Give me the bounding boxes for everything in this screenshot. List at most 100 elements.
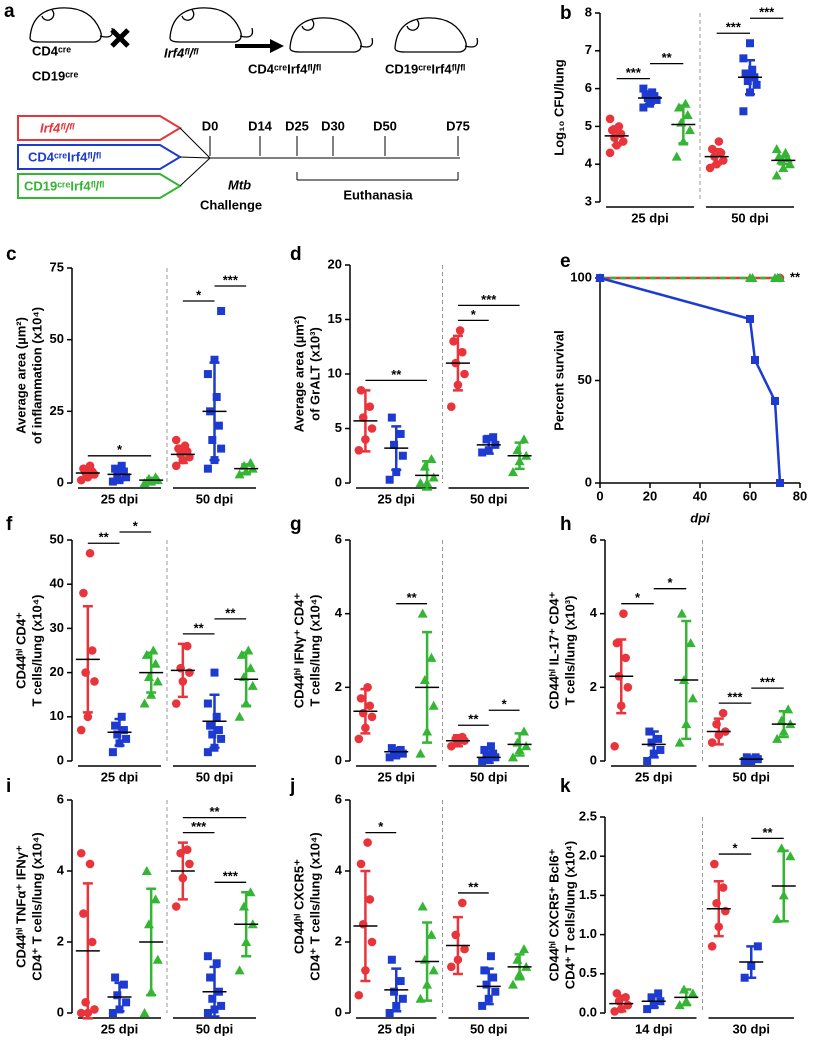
y-tick-label: 10: [328, 365, 342, 380]
significance-label: ***: [759, 5, 775, 20]
y-axis-label: CD44ʰⁱ CXCR5⁺: [291, 859, 306, 954]
point: [684, 125, 695, 135]
x-tick-label: 50 dpi: [196, 491, 234, 506]
y-tick-label: 10: [50, 708, 64, 723]
y-tick-label: 0: [57, 752, 64, 767]
x-tick-label: 50 dpi: [196, 1021, 234, 1036]
point: [203, 699, 212, 708]
point: [685, 638, 696, 648]
point: [76, 725, 86, 735]
y-axis-label: T cells/lung (x10³): [562, 596, 577, 706]
point: [143, 919, 154, 929]
y-axis-label: CD44ʰⁱ IFNγ⁺ CD4⁺: [291, 593, 306, 709]
point: [771, 144, 782, 154]
point: [117, 712, 126, 721]
point: [674, 737, 685, 747]
point: [780, 147, 791, 157]
y-tick-label: 50: [50, 331, 64, 346]
point: [417, 901, 428, 911]
point: [139, 1008, 150, 1017]
point: [208, 994, 217, 1003]
significance-label: **: [99, 530, 110, 545]
point: [398, 994, 407, 1003]
y-tick-label: 2: [335, 933, 342, 948]
point: [171, 699, 181, 708]
point: [141, 866, 152, 875]
x-tick-label: 25 dpi: [377, 1021, 415, 1036]
point: [596, 274, 604, 282]
significance-label: **: [468, 712, 479, 727]
y-tick-label: 0: [57, 474, 64, 489]
point: [415, 478, 426, 487]
y-tick-label: 4: [57, 862, 65, 877]
significance-label: **: [407, 590, 418, 605]
point: [647, 738, 656, 747]
y-tick-label: 1.0: [579, 926, 597, 941]
point: [85, 859, 95, 869]
point: [90, 677, 99, 686]
point: [619, 609, 628, 618]
significance-label: **: [468, 879, 479, 894]
significance-label: ***: [481, 292, 497, 307]
mouse-icons: [29, 7, 479, 53]
significance-label: ***: [191, 819, 207, 834]
point: [152, 676, 163, 686]
x-tick-label: 40: [693, 488, 707, 503]
point: [482, 980, 491, 989]
y-tick-label: 6: [57, 791, 64, 806]
point: [108, 477, 117, 486]
point: [739, 107, 748, 116]
point: [676, 608, 687, 618]
point: [507, 752, 518, 762]
y-tick-label: 3: [585, 193, 592, 208]
y-axis-label: of GrALT (x10³): [307, 327, 322, 421]
point: [623, 683, 633, 692]
significance-label: *: [378, 819, 384, 834]
point: [612, 638, 622, 648]
point: [776, 715, 787, 725]
point: [214, 726, 223, 735]
parent-label: CD19ᶜʳᵉ: [32, 68, 78, 83]
point: [718, 156, 728, 165]
point: [108, 1009, 117, 1017]
point: [171, 902, 181, 911]
point: [206, 721, 215, 730]
significance-label: **: [662, 50, 673, 65]
point: [682, 110, 693, 120]
point: [245, 663, 256, 673]
point: [210, 355, 219, 364]
x-tick-label: 50 dpi: [470, 769, 508, 784]
point: [141, 649, 152, 659]
point: [85, 548, 95, 558]
point: [203, 1009, 212, 1017]
y-axis-label: CD4⁺ T cells/lung (x10⁴): [29, 832, 44, 980]
point: [208, 730, 217, 739]
y-tick-label: 8: [585, 4, 592, 19]
point: [455, 326, 465, 335]
panel-label: j: [289, 776, 295, 797]
point: [716, 148, 726, 158]
point: [385, 1009, 394, 1017]
point: [486, 742, 495, 751]
significance-label: *: [732, 840, 738, 855]
panel-label: h: [560, 514, 572, 535]
x-tick-label: 25 dpi: [635, 769, 673, 784]
x-tick-label: 14 dpi: [635, 1021, 673, 1036]
point: [656, 745, 665, 754]
point: [480, 745, 489, 754]
y-tick-label: 0: [335, 752, 342, 767]
point: [419, 954, 430, 964]
point: [785, 851, 796, 861]
point: [747, 273, 758, 282]
y-tick-label: 2: [335, 679, 342, 694]
point: [108, 748, 117, 757]
point: [143, 672, 154, 682]
point: [740, 973, 749, 982]
point: [247, 680, 258, 690]
y-tick-label: 75: [50, 259, 64, 274]
point: [486, 952, 495, 961]
y-tick-label: 0: [335, 1004, 342, 1019]
point: [607, 125, 617, 135]
point: [398, 451, 407, 460]
point: [111, 721, 120, 730]
